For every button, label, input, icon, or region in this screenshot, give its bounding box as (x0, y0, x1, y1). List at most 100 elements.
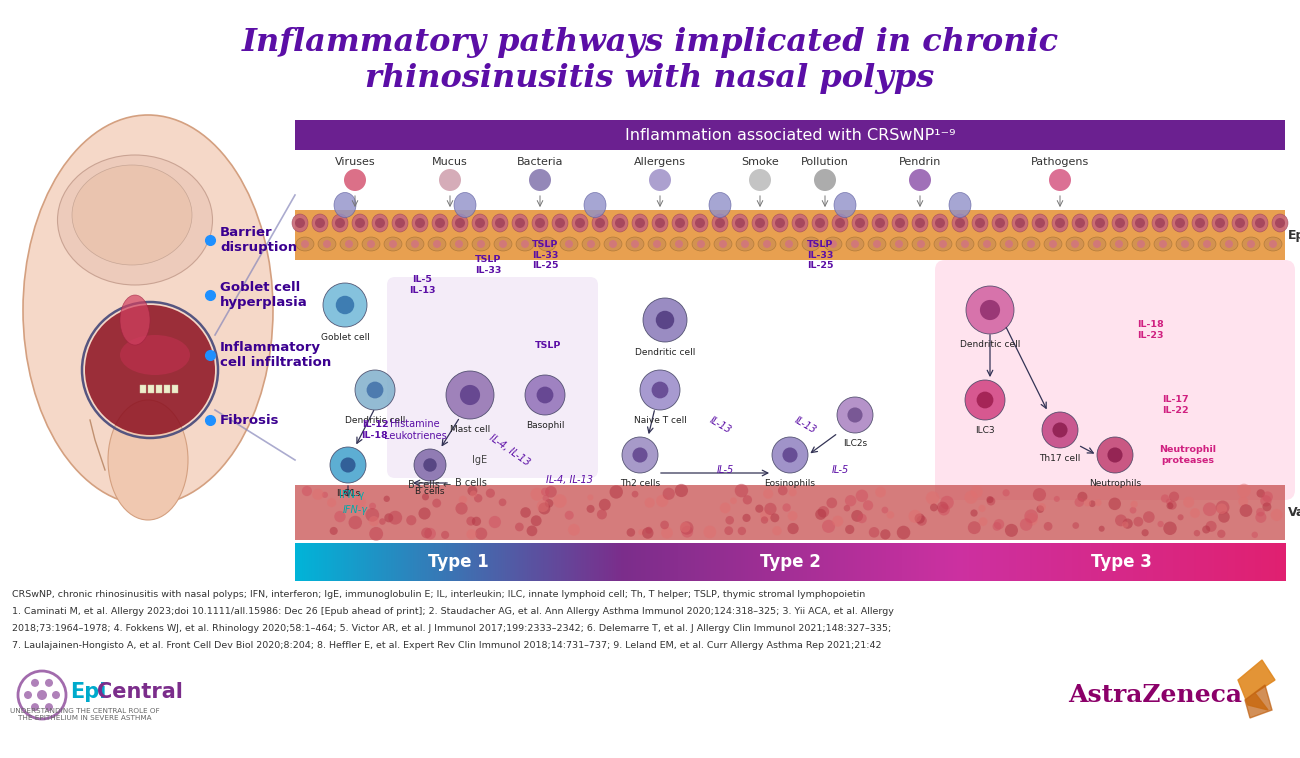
Ellipse shape (751, 214, 768, 232)
Ellipse shape (292, 214, 308, 232)
Circle shape (634, 218, 645, 228)
Circle shape (930, 503, 937, 512)
Bar (668, 543, 671, 581)
Bar (923, 543, 926, 581)
Bar (300, 543, 303, 581)
Ellipse shape (627, 237, 644, 251)
Bar (1121, 543, 1123, 581)
Bar (546, 543, 549, 581)
Ellipse shape (949, 193, 971, 218)
Bar (332, 543, 334, 581)
Bar (801, 543, 803, 581)
Bar (339, 543, 342, 581)
Bar (1271, 543, 1274, 581)
Circle shape (355, 218, 365, 228)
Ellipse shape (1011, 214, 1028, 232)
Bar (1011, 543, 1014, 581)
Circle shape (993, 519, 1004, 530)
Bar (1256, 543, 1257, 581)
Bar (299, 543, 302, 581)
Circle shape (807, 240, 815, 248)
Circle shape (1217, 503, 1227, 514)
Bar (948, 543, 950, 581)
Ellipse shape (692, 214, 708, 232)
Bar (712, 543, 715, 581)
Bar (939, 543, 940, 581)
Bar (1096, 543, 1097, 581)
Bar (866, 543, 868, 581)
Circle shape (621, 437, 658, 473)
Bar (653, 543, 654, 581)
Ellipse shape (978, 237, 996, 251)
Circle shape (863, 500, 874, 511)
Text: IL-13: IL-13 (792, 415, 818, 435)
Text: TSLP: TSLP (534, 340, 562, 349)
Ellipse shape (708, 193, 731, 218)
Bar (433, 543, 436, 581)
Bar (490, 543, 491, 581)
Circle shape (455, 240, 463, 248)
Circle shape (703, 525, 716, 538)
Bar (742, 543, 745, 581)
Bar (523, 543, 525, 581)
Bar (770, 543, 772, 581)
Circle shape (515, 522, 524, 531)
Bar (871, 543, 872, 581)
Bar (1110, 543, 1112, 581)
Text: ILC2s: ILC2s (842, 439, 867, 448)
Ellipse shape (1044, 237, 1062, 251)
Bar (419, 543, 420, 581)
Bar (529, 543, 532, 581)
Text: Type 3: Type 3 (1091, 553, 1152, 571)
Circle shape (734, 218, 745, 228)
Bar (824, 543, 826, 581)
Bar (935, 543, 937, 581)
Circle shape (887, 511, 894, 518)
Bar (337, 543, 338, 581)
Circle shape (632, 490, 638, 497)
Bar (694, 543, 697, 581)
Ellipse shape (491, 214, 508, 232)
Bar (1167, 543, 1170, 581)
Bar (1240, 543, 1243, 581)
Bar (573, 543, 576, 581)
Bar (789, 543, 790, 581)
Circle shape (857, 514, 867, 523)
Bar (1108, 543, 1110, 581)
Bar (1175, 543, 1176, 581)
Bar (645, 543, 647, 581)
Circle shape (595, 218, 604, 228)
Circle shape (1216, 500, 1230, 514)
Circle shape (599, 499, 611, 511)
Bar (1115, 543, 1117, 581)
Bar (311, 543, 313, 581)
Circle shape (796, 218, 805, 228)
Circle shape (348, 515, 361, 529)
Circle shape (1235, 218, 1245, 228)
Bar (755, 543, 758, 581)
Circle shape (515, 218, 525, 228)
Bar (616, 543, 619, 581)
Bar (1269, 543, 1271, 581)
Circle shape (1036, 506, 1044, 513)
Bar (576, 543, 578, 581)
Bar (607, 543, 608, 581)
Bar (996, 543, 997, 581)
Circle shape (84, 305, 214, 435)
Bar (855, 543, 857, 581)
Bar (775, 543, 776, 581)
Bar (1040, 543, 1043, 581)
Bar (312, 543, 315, 581)
Text: Basophil: Basophil (525, 421, 564, 430)
Bar (442, 543, 445, 581)
Bar (1248, 543, 1251, 581)
Bar (1039, 543, 1041, 581)
Bar (1066, 543, 1069, 581)
Ellipse shape (1022, 237, 1040, 251)
Bar (785, 543, 788, 581)
Bar (1010, 543, 1011, 581)
Bar (746, 543, 749, 581)
Bar (832, 543, 835, 581)
Bar (514, 543, 516, 581)
Circle shape (1043, 412, 1078, 448)
